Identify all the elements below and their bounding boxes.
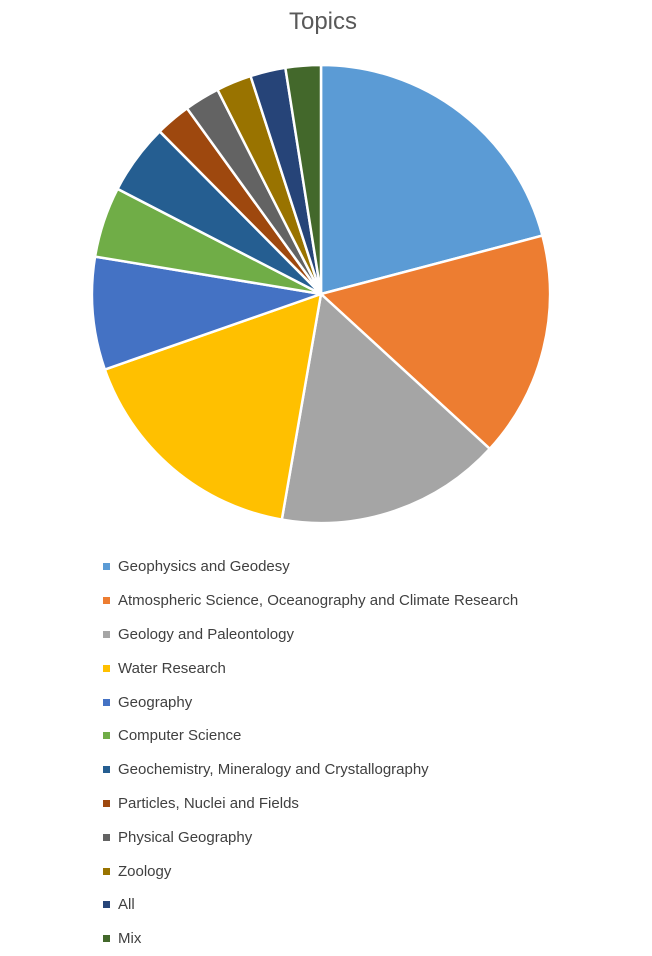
legend-swatch (103, 597, 110, 605)
chart-title: Topics (288, 8, 358, 35)
legend-swatch (103, 563, 110, 571)
legend-item: Computer Science (103, 719, 518, 753)
pie-slice-0 (319, 63, 544, 296)
legend-label: Physical Geography (118, 828, 253, 846)
legend-label: Mix (118, 930, 142, 948)
legend-label: Geology and Paleontology (118, 625, 294, 643)
legend-item: All (103, 888, 518, 922)
legend-swatch (103, 901, 110, 909)
legend-label: Zoology (118, 862, 172, 880)
pie-chart (90, 63, 552, 525)
legend-label: Geochemistry, Mineralogy and Crystallogr… (118, 761, 429, 779)
legend-swatch (103, 664, 110, 672)
legend-swatch (103, 630, 110, 638)
legend-label: Geophysics and Geodesy (118, 558, 290, 576)
legend-label: Geography (118, 693, 193, 711)
legend-swatch (103, 935, 110, 943)
pie-slice-11 (284, 63, 323, 296)
legend-swatch (103, 766, 110, 774)
pie-slice-3 (103, 292, 323, 521)
chart-legend: Geophysics and Geodesy Atmospheric Scienc… (103, 550, 518, 956)
legend-label: Water Research (118, 659, 226, 677)
legend-item: Mix (103, 922, 518, 956)
legend-swatch (103, 867, 110, 875)
legend-item: Geophysics and Geodesy (103, 550, 518, 584)
legend-item: Water Research (103, 651, 518, 685)
pie-slice-1 (319, 234, 552, 451)
legend-swatch (103, 799, 110, 807)
legend-label: Atmospheric Science, Oceanography and Cl… (118, 592, 519, 610)
legend-item: Atmospheric Science, Oceanography and Cl… (103, 584, 518, 618)
legend-item: Geochemistry, Mineralogy and Crystallogr… (103, 753, 518, 787)
pie-slice-2 (280, 292, 491, 525)
legend-item: Physical Geography (103, 820, 518, 854)
legend-label: Particles, Nuclei and Fields (118, 794, 299, 812)
legend-swatch (103, 698, 110, 706)
legend-swatch (103, 732, 110, 740)
legend-label: Computer Science (118, 727, 242, 745)
legend-label: All (118, 896, 135, 914)
legend-item: Geology and Paleontology (103, 618, 518, 652)
legend-item: Zoology (103, 854, 518, 888)
legend-swatch (103, 833, 110, 841)
legend-item: Geography (103, 685, 518, 719)
legend-item: Particles, Nuclei and Fields (103, 787, 518, 821)
